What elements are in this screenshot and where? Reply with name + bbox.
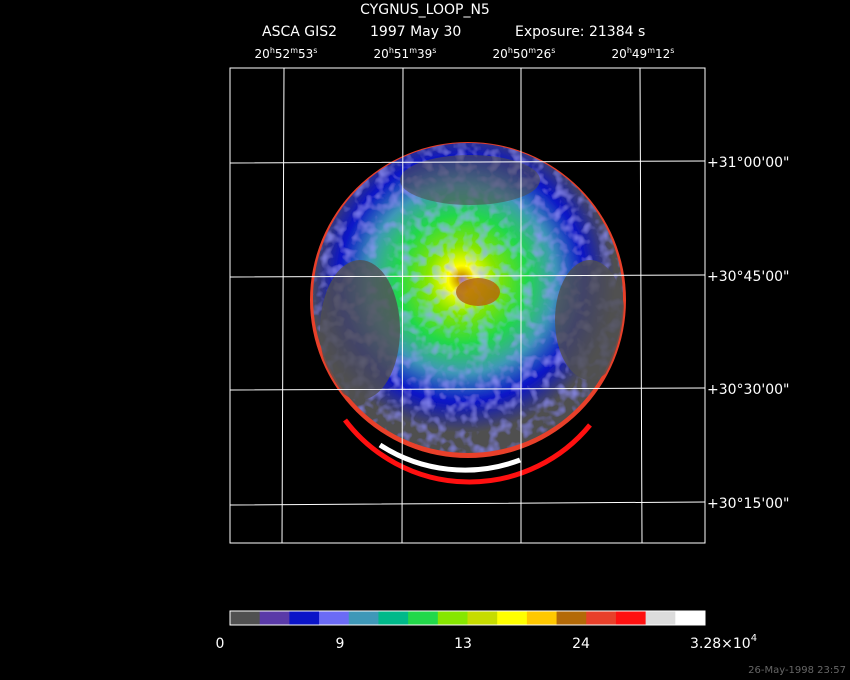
colorbar-segment [289, 611, 320, 625]
colorbar-max: 3.28×104 [690, 633, 757, 652]
colorbar-segment [675, 611, 706, 625]
colorbar-segment [259, 611, 290, 625]
ra-labels: 20h52m53s 20h51m39s 20h50m26s 20h49m12s [255, 46, 675, 61]
mantissa: 3.28×10 [690, 636, 751, 652]
dec-label: +31°00'00" [707, 155, 789, 171]
colorbar-segment [497, 611, 528, 625]
colorbar-segment [348, 611, 379, 625]
dec-label: +30°30'00" [707, 382, 789, 398]
colorbar-segment [615, 611, 647, 625]
colorbar-segment [645, 611, 676, 625]
colorbar-segment [526, 611, 558, 625]
number: 20 [374, 47, 389, 61]
colorbar-label: 9 [336, 636, 345, 652]
dec-label: +30°15'00" [707, 496, 789, 512]
unit: m [409, 46, 417, 55]
ra-lines [281, 67, 643, 544]
ra-label: 20h51m39s [374, 46, 437, 61]
unit: s [551, 46, 555, 55]
number: 20 [493, 47, 508, 61]
colorbar-label: 13 [454, 636, 472, 652]
title: CYGNUS_LOOP_N5 [360, 2, 490, 18]
timestamp: 26-May-1998 23:57 [748, 665, 846, 676]
colorbar-segment [467, 611, 498, 625]
colorbar-segment [319, 611, 350, 625]
coordinate-grid [229, 67, 706, 544]
unit: m [528, 46, 536, 55]
structure [320, 155, 624, 400]
colorbar-segment [437, 611, 468, 625]
dec-lines [229, 160, 706, 506]
unit: s [670, 46, 674, 55]
unit: m [647, 46, 655, 55]
unit: s [432, 46, 436, 55]
number: 50 [513, 47, 528, 61]
ra-label: 20h50m26s [493, 46, 556, 61]
unit: m [290, 46, 298, 55]
date: 1997 May 30 [370, 24, 461, 40]
frame [229, 67, 706, 544]
ra-label: 20h52m53s [255, 46, 318, 61]
number: 26 [536, 47, 551, 61]
colorbar-segment [556, 611, 587, 625]
number: 51 [394, 47, 409, 61]
dec-label: +30°45'00" [707, 269, 789, 285]
unit: s [313, 46, 317, 55]
exponent: 4 [751, 633, 757, 644]
unit: h [270, 46, 275, 55]
ra-label: 20h49m12s [612, 46, 675, 61]
image [310, 142, 626, 485]
number: 39 [417, 47, 432, 61]
instrument: ASCA GIS2 [262, 24, 337, 40]
number: 12 [655, 47, 670, 61]
unit: h [389, 46, 394, 55]
number: 20 [612, 47, 627, 61]
number: 53 [298, 47, 313, 61]
number: 20 [255, 47, 270, 61]
exposure: Exposure: 21384 s [515, 24, 645, 40]
unit: h [508, 46, 513, 55]
colorbar-label: 24 [572, 636, 590, 652]
colorbar-label: 0 [216, 636, 225, 652]
colorbar-segment [586, 611, 617, 625]
colorbar [230, 611, 706, 625]
unit: h [627, 46, 632, 55]
number: 49 [632, 47, 647, 61]
colorbar-segment [378, 611, 409, 625]
colorbar-segment [230, 611, 261, 625]
colorbar-frame [229, 610, 706, 626]
colorbar-segment [408, 611, 439, 625]
number: 52 [275, 47, 290, 61]
